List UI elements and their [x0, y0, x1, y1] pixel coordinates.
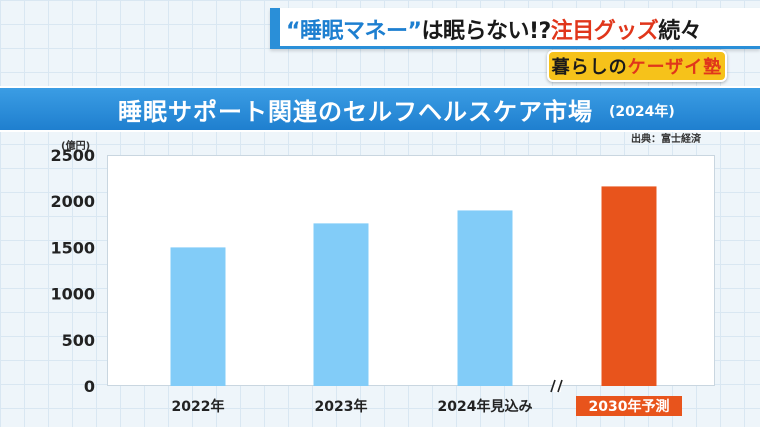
chart-title: 睡眠サポート関連のセルフヘルスケア市場 — [118, 98, 593, 126]
x-category-label: 2022年 — [172, 398, 225, 415]
chart-subtitle: (2024年) — [609, 104, 675, 120]
title-band — [0, 86, 760, 132]
y-axis-unit-label: (億円) — [61, 141, 91, 152]
bar — [313, 223, 369, 386]
x-category-label: 2024年見込み — [438, 398, 533, 415]
y-tick-label: 1000 — [50, 285, 95, 304]
axis-break-mark — [550, 379, 563, 393]
axis-break-gap — [553, 380, 561, 392]
headline-bar — [270, 8, 760, 49]
headline-quote-close: ” — [407, 19, 422, 44]
headline-quote-open: “ — [286, 19, 300, 44]
bar-forecast — [601, 186, 657, 386]
y-tick-label: 2500 — [50, 146, 95, 165]
headline-tail: 続々 — [658, 19, 702, 44]
segment-badge: 暮らしの ケーザイ塾 — [547, 50, 727, 82]
badge-part1: 暮らしの — [551, 57, 628, 78]
headline-keyword: 睡眠マネー — [299, 19, 408, 44]
headline-red-text: 注目グッズ — [550, 19, 659, 44]
headline: “睡眠マネー”は眠らない!?注目グッズ続々 — [286, 13, 756, 45]
y-tick-label: 500 — [62, 331, 95, 350]
x-category-label: 2023年 — [315, 398, 368, 415]
bar — [457, 210, 513, 386]
badge-part2: ケーザイ塾 — [627, 57, 723, 78]
y-tick-label: 1500 — [50, 238, 95, 257]
category-highlight-box — [576, 396, 682, 416]
headline-middle: は眠らない!? — [421, 19, 551, 44]
y-tick-label: 2000 — [50, 192, 95, 211]
x-category-label: 2030年予測 — [589, 398, 670, 415]
source-note: 出典：富士経済 — [631, 134, 701, 145]
headline-accent — [270, 8, 280, 46]
y-tick-label: 0 — [84, 377, 95, 396]
bar — [170, 247, 226, 386]
